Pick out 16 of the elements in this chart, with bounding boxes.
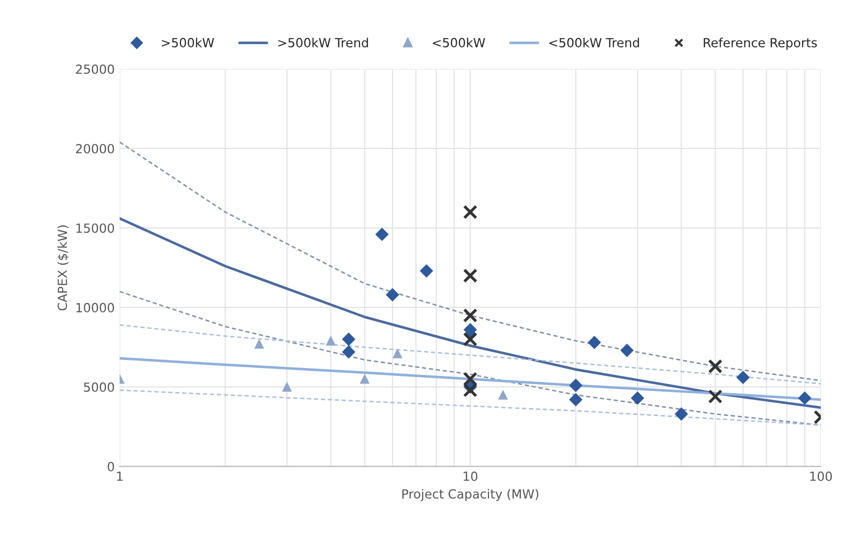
x-axis-title: Project Capacity (MW) (402, 488, 538, 502)
legend-label: <500kW Trend (549, 38, 639, 48)
y-tick-label: 25000 (76, 64, 114, 74)
y-axis-title: CAPEX ($/kW) (57, 225, 69, 310)
x-tick-label: 1 (117, 472, 123, 481)
y-tick-label: 15000 (76, 223, 114, 233)
y-tick-label: 20000 (76, 144, 114, 154)
legend-label: >500kW (162, 38, 214, 48)
y-tick-label: 5000 (84, 382, 114, 392)
legend-label: Reference Reports (704, 38, 817, 50)
y-tick-label: 10000 (76, 302, 114, 312)
x-tick-label: 10 (464, 472, 478, 481)
legend-label: <500kW (432, 38, 486, 48)
legend-label: >500kW Trend (278, 38, 368, 48)
x-tick-label: 100 (810, 472, 832, 481)
y-tick-label: 0 (108, 462, 114, 472)
